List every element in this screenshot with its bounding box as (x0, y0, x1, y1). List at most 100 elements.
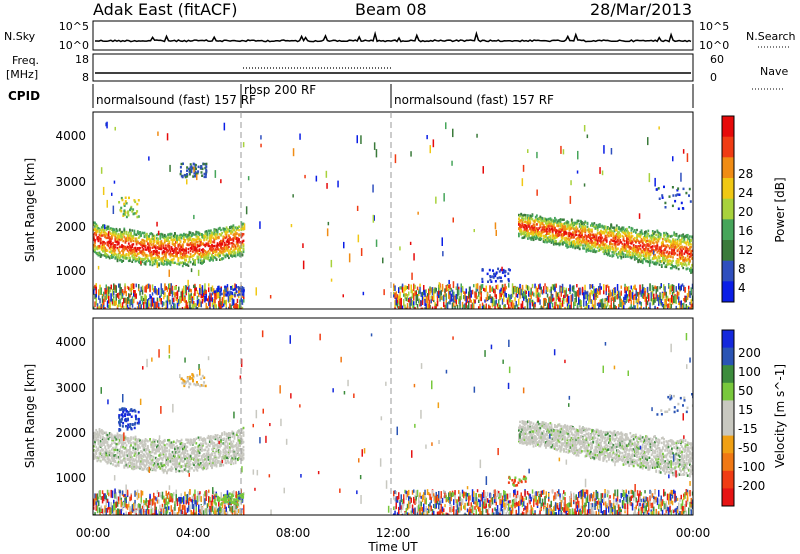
data-cell (207, 244, 210, 247)
data-cell (188, 170, 191, 173)
data-cell (681, 283, 684, 287)
data-cell (143, 242, 146, 246)
data-cell (425, 295, 427, 303)
data-cell (542, 237, 545, 240)
data-cell (641, 284, 644, 291)
data-cell (176, 234, 178, 237)
data-cell (134, 253, 137, 256)
data-cell (159, 298, 161, 302)
data-cell (148, 238, 150, 241)
data-cell (563, 241, 565, 244)
data-cell (499, 304, 501, 309)
data-cell (116, 258, 119, 261)
data-cell (223, 254, 226, 257)
data-cell (446, 302, 449, 309)
data-cell (614, 304, 616, 309)
data-cell (541, 289, 544, 295)
data-cell (105, 228, 108, 232)
data-cell (545, 228, 547, 231)
data-cell (683, 237, 686, 241)
data-cell (155, 302, 157, 309)
data-cell (578, 231, 581, 235)
data-cell (404, 293, 406, 299)
data-cell (576, 246, 579, 249)
data-cell (587, 247, 590, 251)
data-cell (118, 292, 120, 300)
data-cell (122, 247, 125, 251)
data-cell (468, 301, 470, 309)
data-cell (128, 293, 130, 301)
data-cell (106, 300, 109, 308)
data-cell (151, 260, 154, 264)
data-cell (522, 214, 525, 217)
data-cell (603, 225, 606, 228)
cpid-label: CPID (8, 89, 40, 103)
data-cell (689, 301, 691, 305)
data-cell (534, 283, 536, 289)
data-cell (153, 238, 156, 241)
data-cell (561, 233, 564, 236)
data-cell (630, 239, 633, 242)
data-cell (205, 302, 207, 309)
data-cell (151, 284, 154, 291)
data-cell (194, 238, 196, 241)
data-cell (603, 307, 605, 309)
data-cell (621, 234, 624, 238)
data-cell (114, 284, 116, 292)
data-cell (104, 288, 106, 295)
data-cell (213, 228, 216, 231)
data-cell (614, 246, 617, 249)
data-cell (587, 233, 590, 237)
data-cell (199, 288, 201, 295)
data-cell (163, 296, 165, 300)
data-cell (117, 232, 120, 236)
data-cell (109, 299, 111, 308)
data-cell (632, 244, 635, 247)
data-cell (147, 254, 149, 257)
data-cell (478, 306, 480, 309)
data-cell (612, 251, 615, 254)
data-cell (659, 250, 662, 254)
data-cell (150, 250, 153, 254)
data-cell (188, 231, 191, 235)
data-cell (674, 240, 677, 244)
data-cell (664, 291, 666, 296)
data-cell (113, 234, 116, 237)
data-cell (139, 242, 141, 245)
data-cell (228, 256, 230, 260)
data-cell (430, 296, 432, 304)
data-cell (610, 234, 613, 237)
data-cell (599, 223, 601, 226)
data-cell (495, 285, 497, 290)
data-cell (518, 298, 520, 306)
data-cell (118, 245, 121, 249)
data-cell (530, 232, 533, 235)
data-cell (689, 240, 691, 243)
data-cell (109, 237, 112, 241)
data-cell (672, 238, 674, 241)
data-cell (496, 303, 499, 307)
data-cell (218, 300, 220, 308)
data-cell (238, 304, 240, 309)
data-cell (221, 299, 224, 306)
data-cell (647, 247, 650, 251)
data-cell (186, 255, 189, 258)
data-cell (189, 255, 192, 258)
data-cell (610, 229, 613, 232)
data-cell (95, 283, 97, 287)
data-cell (690, 266, 692, 270)
data-cell (213, 232, 216, 235)
data-cell (165, 252, 167, 255)
data-cell (179, 307, 181, 309)
data-cell (239, 304, 241, 309)
data-cell (133, 250, 136, 254)
data-cell (163, 262, 166, 266)
data-cell (532, 224, 535, 227)
data-cell (132, 256, 135, 260)
data-cell (225, 305, 227, 309)
data-cell (553, 284, 555, 291)
data-cell (399, 291, 401, 299)
data-cell (595, 250, 598, 253)
data-cell (651, 297, 654, 306)
data-cell (225, 299, 227, 308)
